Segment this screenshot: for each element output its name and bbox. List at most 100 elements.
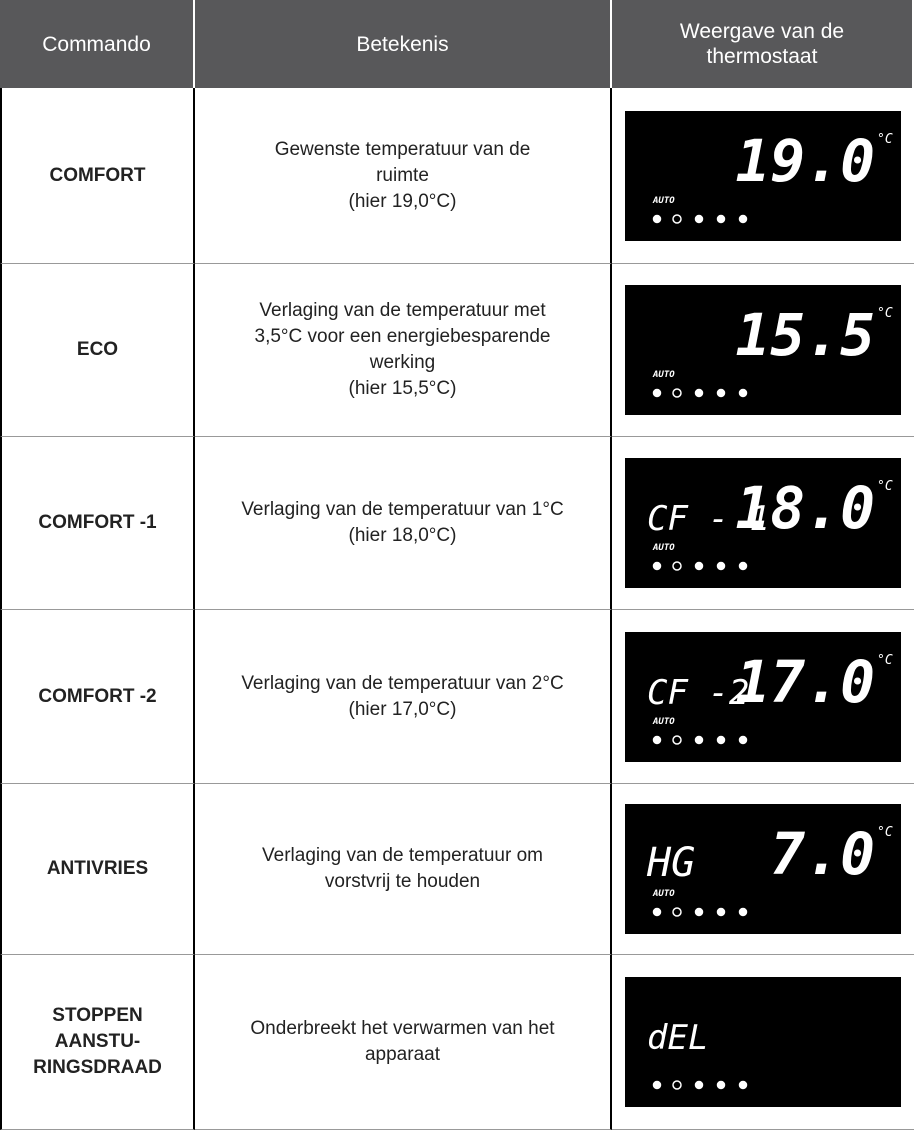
icon-moon — [716, 561, 726, 571]
icon-sun — [694, 214, 704, 223]
icon-clock — [672, 734, 682, 745]
command-cell: ANTIVRIES — [0, 784, 195, 955]
display-temperature: 15.5 — [735, 301, 875, 369]
icon-snow — [738, 214, 748, 223]
display-mode: HG — [646, 840, 695, 886]
icon-wave — [652, 907, 662, 917]
meaning-cell: Verlaging van de temperatuur van 2°C (hie… — [195, 610, 612, 784]
meaning-text: Gewenste temperatuur van de — [274, 138, 531, 160]
meaning-text: Verlaging van de temperatuur van 1°C — [241, 499, 564, 520]
display-cell: dEL — [612, 955, 914, 1130]
icon-sun — [694, 1080, 704, 1090]
command-text: STOPPEN — [52, 1005, 143, 1026]
display-temperature: 17.0 — [735, 648, 875, 716]
command-text: ANTIVRIES — [46, 858, 149, 879]
meaning-text: 3,5°C voor een energiebesparende — [254, 326, 551, 347]
meaning-cell: Verlaging van de temperatuur met 3,5°C vo… — [195, 264, 612, 437]
display-cell: CF -2 17.0 °C AUTO — [612, 610, 914, 784]
icon-clock — [672, 213, 682, 224]
display-temperature: 19.0 — [735, 127, 875, 195]
display-mode: CF -2 — [647, 673, 749, 713]
icon-moon — [716, 1080, 726, 1090]
icon-moon — [716, 907, 726, 917]
meaning-text: (hier 17,0°C) — [348, 698, 457, 720]
display-cell: 15.5 °C AUTO — [612, 264, 914, 437]
thermostat-display: 19.0 °C AUTO — [625, 110, 901, 241]
icon-snow — [738, 735, 748, 744]
display-unit: °C — [877, 653, 893, 668]
icon-wave — [652, 735, 662, 744]
icon-wave — [652, 561, 662, 571]
icon-snow — [738, 561, 748, 571]
command-cell: STOPPEN AANSTU- RINGSDRAAD — [0, 955, 195, 1130]
meaning-text: werking — [369, 352, 436, 373]
command-text: ECO — [76, 339, 119, 360]
header-text: Betekenis — [356, 32, 449, 56]
icon-clock — [672, 388, 682, 398]
meaning-text: (hier 18,0°C) — [348, 525, 457, 546]
icon-moon — [716, 388, 726, 398]
display-mode: dEL — [647, 1018, 708, 1058]
header-cell: Betekenis — [195, 0, 612, 88]
meaning-text: Verlaging van de temperatuur om — [262, 845, 543, 866]
display-unit: °C — [877, 306, 893, 321]
icon-snow — [738, 1080, 748, 1090]
icon-sun — [694, 907, 704, 917]
icon-wave — [652, 388, 662, 398]
display-auto: AUTO — [652, 717, 675, 727]
thermostat-display: CF -217.0 °C AUTO — [625, 631, 901, 762]
icon-wave — [652, 214, 662, 223]
command-text: COMFORT -1 — [38, 512, 157, 533]
icon-clock — [672, 561, 682, 571]
icon-sun — [694, 388, 704, 398]
meaning-text: Onderbreekt het verwarmen van het — [250, 1018, 555, 1039]
header-cell: Weergave van de thermostaat — [612, 0, 914, 88]
command-cell: COMFORT — [0, 88, 195, 264]
icon-moon — [716, 214, 726, 223]
command-text: COMFORT -2 — [38, 685, 157, 707]
display-temperature: 7.0 — [770, 820, 875, 888]
meaning-text: vorstvrij te houden — [324, 871, 481, 892]
thermostat-display: CF - 118.0 °C AUTO — [625, 458, 901, 588]
display-auto: AUTO — [652, 196, 675, 206]
icon-sun — [694, 561, 704, 571]
meaning-text: (hier 15,5°C) — [348, 378, 457, 399]
thermostat-display: dEL — [625, 977, 901, 1107]
command-text: AANSTU- — [54, 1031, 141, 1052]
command-cell: COMFORT -1 — [0, 437, 195, 610]
display-unit: °C — [877, 132, 893, 147]
display-cell: 19.0 °C AUTO — [612, 88, 914, 264]
display-cell: CF - 1 18.0 °C AUTO — [612, 437, 914, 610]
command-text: RINGSDRAAD — [33, 1057, 162, 1078]
command-cell: COMFORT -2 — [0, 610, 195, 784]
display-unit: °C — [877, 479, 893, 494]
display-cell: HG 7.0 °C AUTO — [612, 784, 914, 955]
header-cell: Commando — [0, 0, 195, 88]
display-unit: °C — [877, 825, 893, 840]
meaning-text: ruimte — [376, 164, 429, 186]
meaning-cell: Verlaging van de temperatuur om vorstvrij… — [195, 784, 612, 955]
meaning-text: apparaat — [364, 1044, 440, 1065]
header-text: Commando — [42, 32, 151, 56]
thermostat-display: 15.5 °C AUTO — [625, 285, 901, 415]
icon-wave — [652, 1080, 662, 1090]
meaning-text: Verlaging van de temperatuur met — [259, 300, 546, 321]
meaning-cell: Verlaging van de temperatuur van 1°C (hie… — [195, 437, 612, 610]
meaning-cell: Onderbreekt het verwarmen van het apparaa… — [195, 955, 612, 1130]
icon-clock — [672, 1080, 682, 1090]
icon-moon — [716, 735, 726, 744]
display-auto: AUTO — [652, 370, 675, 380]
meaning-cell: Gewenste temperatuur van de ruimte (hier 1… — [195, 88, 612, 264]
icon-clock — [672, 907, 682, 917]
icon-snow — [738, 907, 748, 917]
command-cell: ECO — [0, 264, 195, 437]
thermostat-display: HG 7.0 °C AUTO — [625, 804, 901, 934]
display-auto: AUTO — [652, 889, 675, 899]
icon-sun — [694, 735, 704, 744]
meaning-text: Verlaging van de temperatuur van 2°C — [241, 672, 564, 694]
display-temperature: 18.0 — [735, 474, 875, 542]
header-text: Weergave van de thermostaat — [679, 20, 845, 68]
icon-snow — [738, 388, 748, 398]
display-auto: AUTO — [652, 543, 675, 553]
